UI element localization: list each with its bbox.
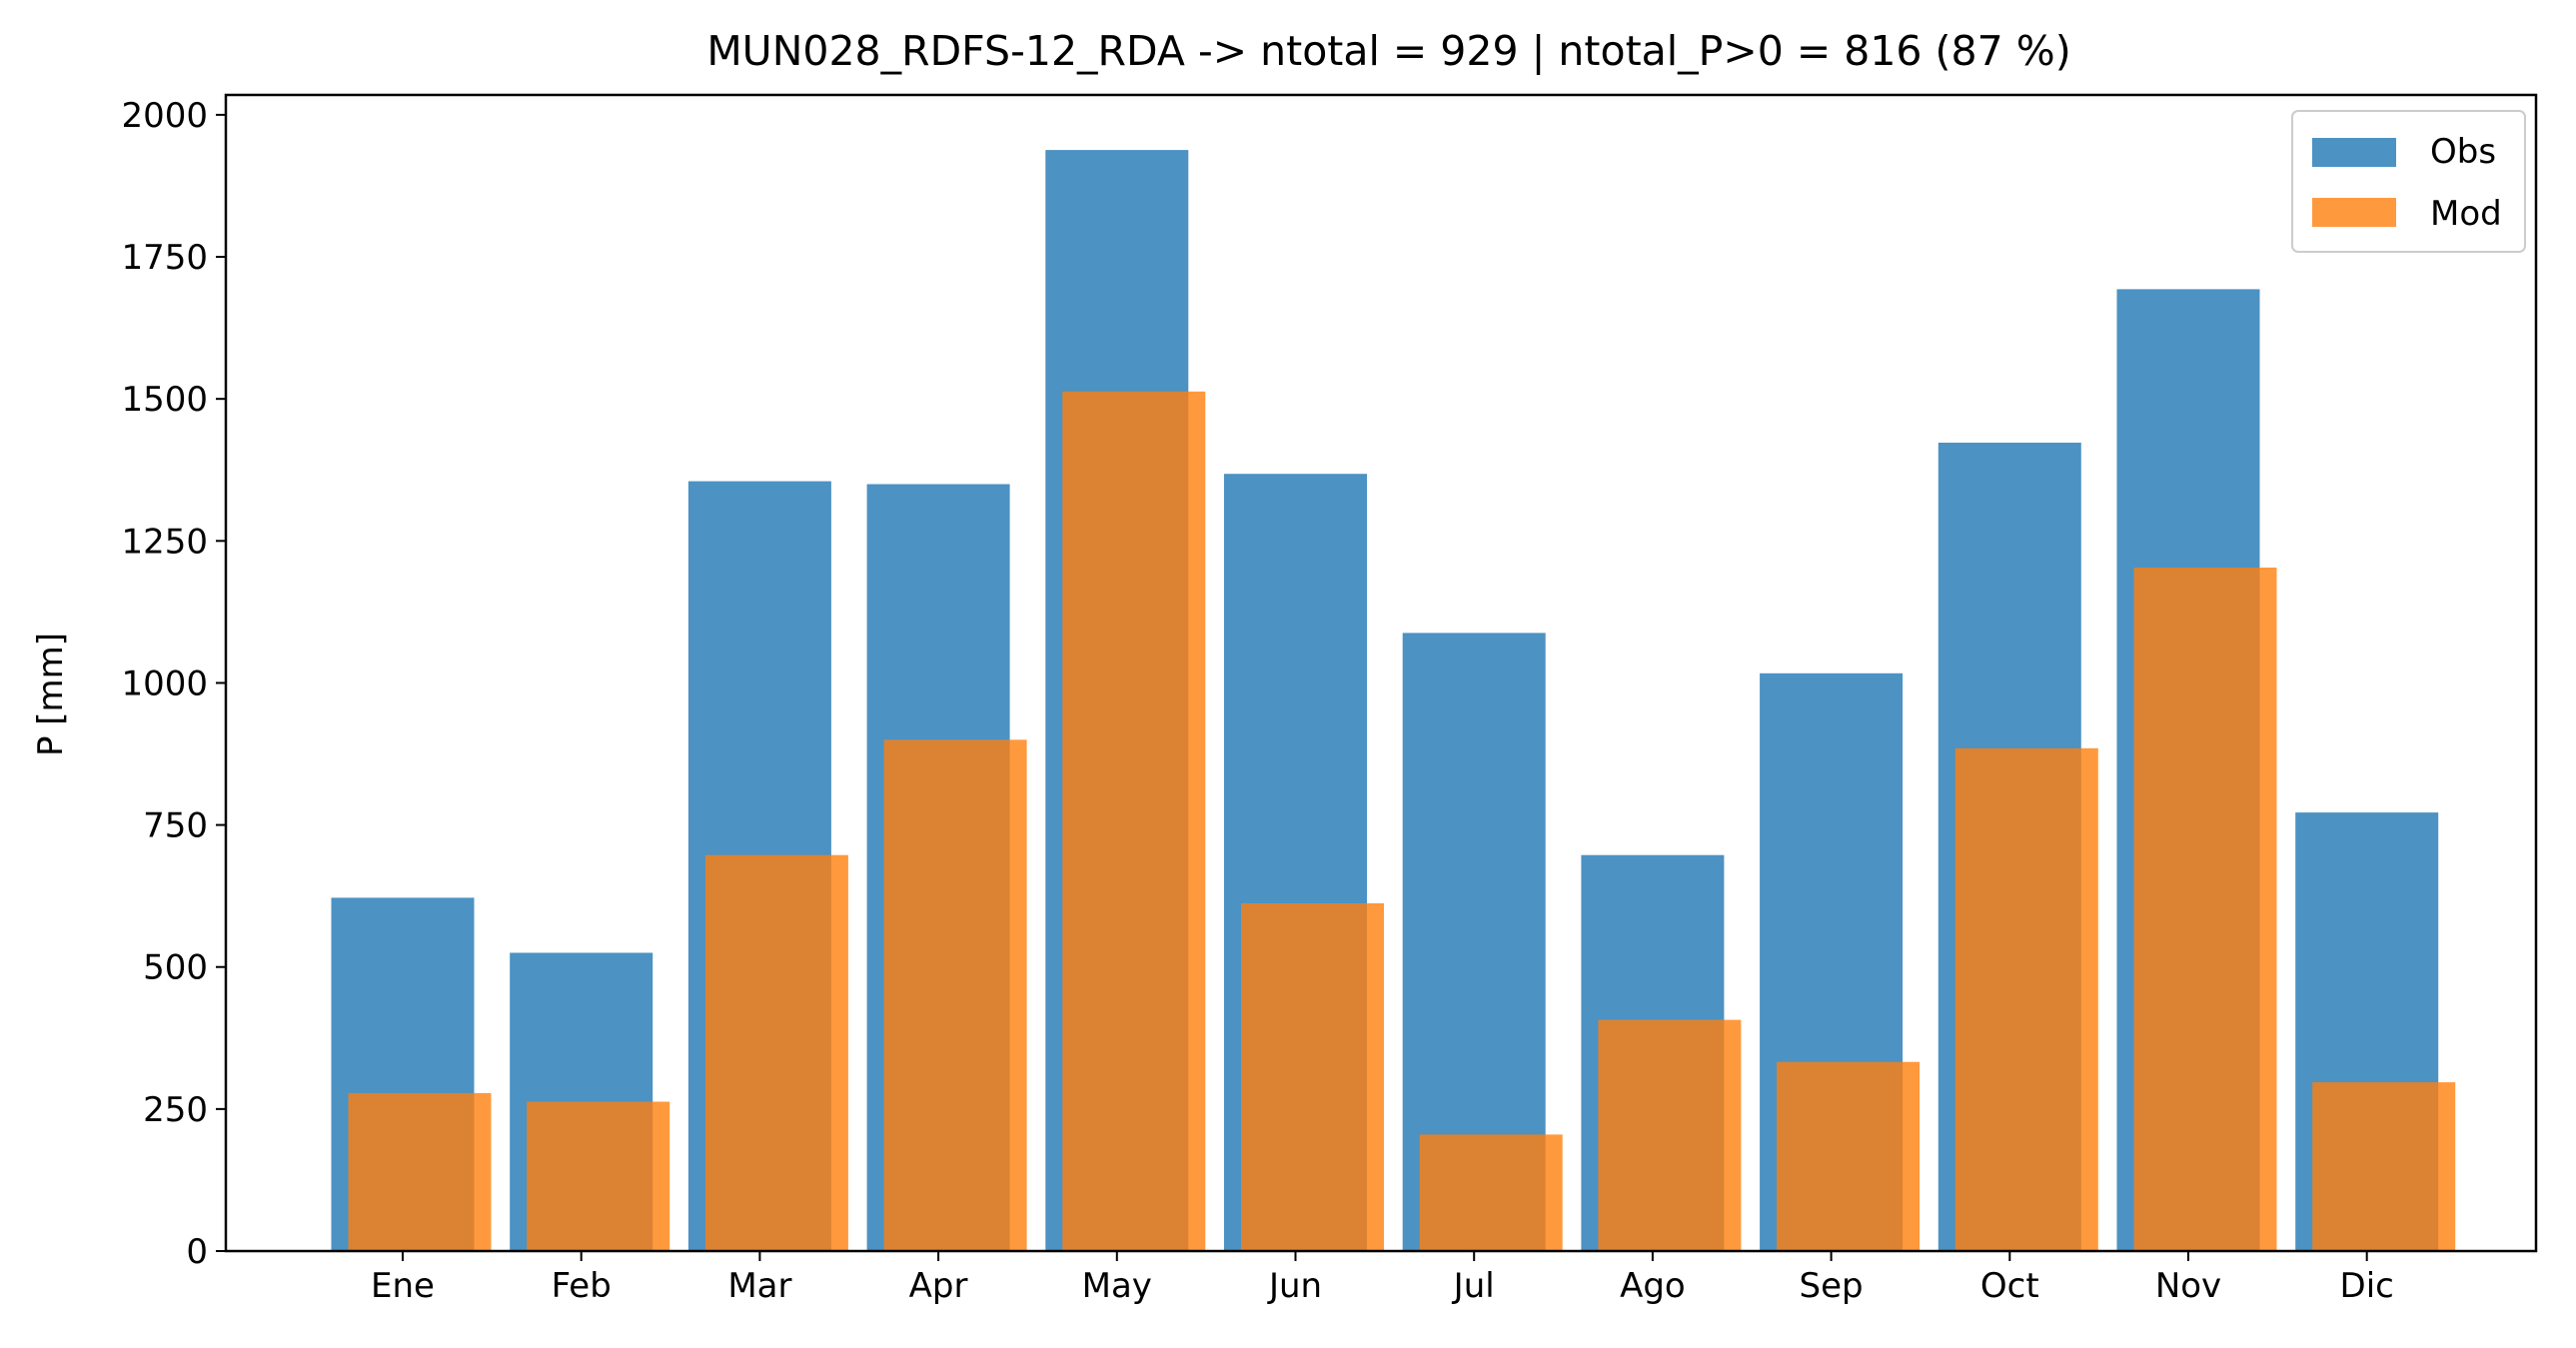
bar-mod-apr [883,739,1027,1251]
bar-mod-jul [1419,1134,1563,1251]
x-tick-label: Apr [909,1266,968,1306]
bar-mod-feb [527,1101,670,1251]
legend-label-obs: Obs [2430,132,2496,172]
y-tick-label: 1750 [121,238,208,278]
x-tick-label: Dic [2340,1266,2394,1306]
y-tick-label: 1250 [121,522,208,562]
x-tick-label: Ene [371,1266,435,1306]
legend-label-mod: Mod [2430,194,2502,234]
x-tick-label: May [1082,1266,1152,1306]
bar-mod-ene [348,1092,492,1251]
legend-swatch-obs [2312,138,2396,167]
y-tick-label: 750 [143,806,208,846]
x-tick-label: Nov [2155,1266,2221,1306]
chart-title: MUN028_RDFS-12_RDA -> ntotal = 929 | nto… [706,27,2070,75]
y-tick-label: 2000 [121,96,208,136]
x-tick-label: Ago [1620,1266,1686,1306]
x-tick-label: Mar [727,1266,791,1306]
axis-ticks: Ene Feb Mar Apr May Jun Jul Ago Sep Oct Nov Dic 0 250… [121,96,2393,1306]
y-tick-label: 500 [143,948,208,988]
y-tick-label: 250 [143,1090,208,1130]
legend: Obs Mod [2291,110,2526,253]
x-tick-label: Jun [1267,1266,1322,1306]
bar-mod-mar [704,854,848,1251]
bars [331,150,2456,1252]
plot-area-frame [224,93,2538,1253]
x-tick-label: Jul [1452,1266,1495,1306]
y-tick-label: 1000 [121,664,208,703]
x-tick-label: Sep [1800,1266,1864,1306]
bar-mod-jun [1241,903,1384,1251]
x-tick-label: Oct [1980,1266,2039,1306]
y-axis-label: P [mm] [31,633,71,756]
bar-mod-ago [1598,1019,1742,1251]
bar-mod-nov [2133,568,2277,1251]
bar-mod-oct [1954,747,2098,1251]
y-tick-label: 0 [186,1232,208,1272]
bar-mod-may [1062,391,1206,1251]
x-tick-label: Feb [552,1266,612,1306]
bar-mod-sep [1777,1061,1921,1251]
legend-swatch-mod [2312,198,2396,227]
y-tick-label: 1500 [121,380,208,420]
bar-mod-dic [2312,1082,2456,1251]
